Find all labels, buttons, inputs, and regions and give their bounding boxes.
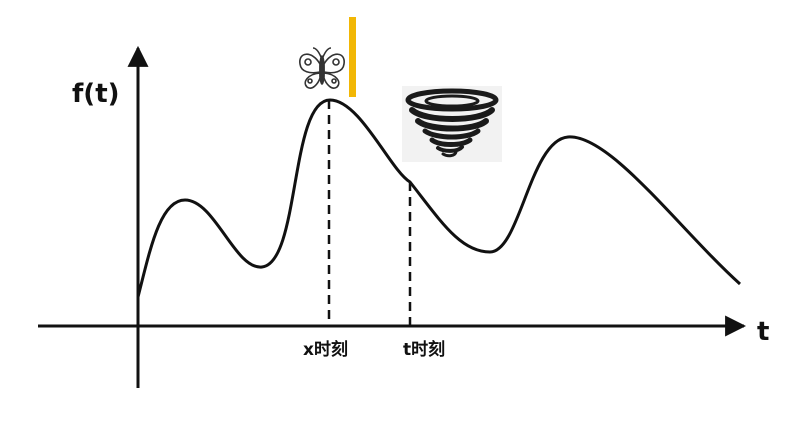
marker-label-t: t时刻 [403,339,445,360]
highlight-bar [349,17,356,97]
marker-label-x: x时刻 [303,339,348,360]
x-axis-label: t [757,317,769,347]
function-curve [136,98,742,298]
tornado-icon [402,86,502,162]
butterfly-icon [299,47,345,89]
y-axis-label: f(t) [72,79,120,109]
